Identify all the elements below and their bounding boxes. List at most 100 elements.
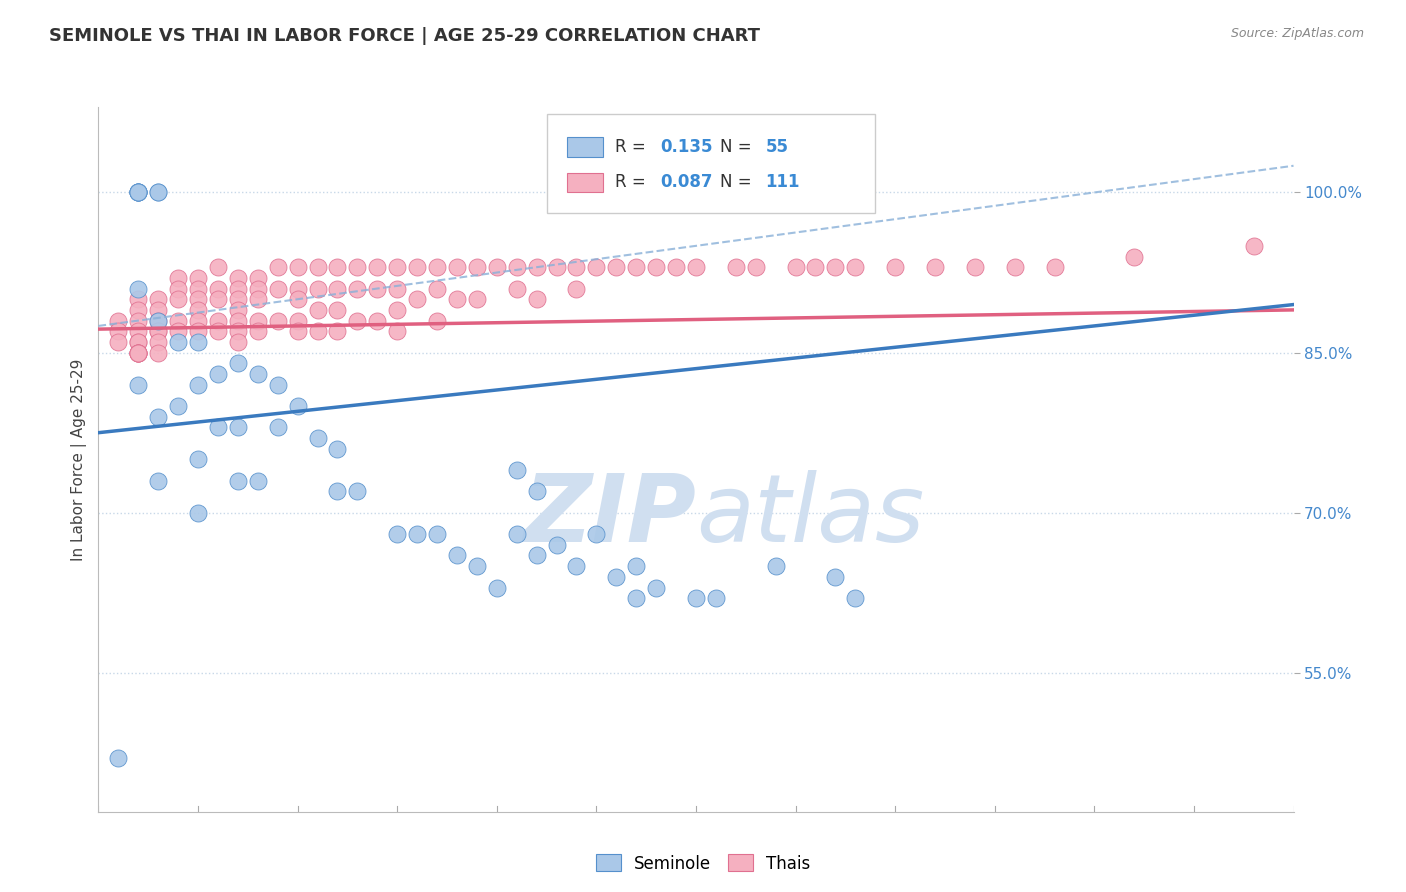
Point bbox=[127, 292, 149, 306]
Point bbox=[187, 281, 209, 295]
Point bbox=[626, 260, 648, 275]
Point bbox=[246, 281, 269, 295]
Point bbox=[385, 527, 409, 541]
Point bbox=[526, 484, 548, 499]
Point bbox=[226, 334, 249, 349]
Point bbox=[167, 313, 190, 327]
Text: R =: R = bbox=[614, 173, 651, 192]
Point bbox=[107, 334, 129, 349]
Point bbox=[167, 399, 190, 413]
Point bbox=[246, 271, 269, 285]
Point bbox=[426, 313, 449, 327]
Point bbox=[148, 313, 170, 327]
Point bbox=[326, 302, 349, 317]
Point bbox=[326, 324, 349, 338]
Point bbox=[167, 324, 190, 338]
Point bbox=[127, 345, 149, 359]
Point bbox=[804, 260, 827, 275]
Point bbox=[824, 260, 846, 275]
Point bbox=[685, 260, 707, 275]
Point bbox=[226, 271, 249, 285]
Point bbox=[226, 313, 249, 327]
Point bbox=[127, 377, 149, 392]
Point bbox=[287, 399, 309, 413]
Point bbox=[127, 334, 149, 349]
Point bbox=[207, 281, 229, 295]
Text: N =: N = bbox=[720, 138, 756, 156]
Point bbox=[148, 324, 170, 338]
Point bbox=[446, 292, 468, 306]
Point bbox=[506, 527, 529, 541]
Point bbox=[605, 260, 627, 275]
Point bbox=[148, 345, 170, 359]
Point bbox=[207, 313, 229, 327]
Y-axis label: In Labor Force | Age 25-29: In Labor Force | Age 25-29 bbox=[72, 359, 87, 560]
Point bbox=[506, 463, 529, 477]
Text: R =: R = bbox=[614, 138, 651, 156]
Point bbox=[1043, 260, 1066, 275]
Point bbox=[187, 452, 209, 467]
Point bbox=[287, 281, 309, 295]
Point bbox=[326, 442, 349, 456]
Point bbox=[307, 324, 329, 338]
Point bbox=[226, 292, 249, 306]
Point bbox=[605, 570, 627, 584]
Point bbox=[127, 186, 149, 200]
Point bbox=[546, 260, 568, 275]
Point bbox=[127, 186, 149, 200]
Point bbox=[465, 559, 488, 574]
Point bbox=[346, 260, 368, 275]
Point bbox=[765, 559, 787, 574]
Point bbox=[385, 281, 409, 295]
Point bbox=[366, 281, 388, 295]
Point bbox=[148, 186, 170, 200]
Text: ZIP: ZIP bbox=[523, 470, 696, 562]
Point bbox=[645, 581, 668, 595]
Point bbox=[326, 281, 349, 295]
Point bbox=[246, 367, 269, 381]
Point bbox=[226, 302, 249, 317]
Point bbox=[226, 356, 249, 370]
Point bbox=[665, 260, 688, 275]
Point bbox=[326, 484, 349, 499]
Point bbox=[127, 313, 149, 327]
Point bbox=[526, 549, 548, 563]
Point bbox=[287, 313, 309, 327]
Point bbox=[426, 281, 449, 295]
Point bbox=[167, 271, 190, 285]
Point bbox=[745, 260, 768, 275]
Point bbox=[148, 334, 170, 349]
Point bbox=[187, 271, 209, 285]
Point bbox=[626, 591, 648, 606]
Point bbox=[267, 313, 290, 327]
Point bbox=[127, 324, 149, 338]
Point bbox=[246, 313, 269, 327]
Point bbox=[207, 260, 229, 275]
Point bbox=[724, 260, 747, 275]
Point bbox=[187, 324, 209, 338]
Point bbox=[565, 559, 588, 574]
Point bbox=[485, 260, 508, 275]
Point bbox=[167, 292, 190, 306]
Point bbox=[127, 345, 149, 359]
Point bbox=[406, 292, 429, 306]
Point bbox=[127, 345, 149, 359]
Text: Source: ZipAtlas.com: Source: ZipAtlas.com bbox=[1230, 27, 1364, 40]
Point bbox=[148, 313, 170, 327]
Point bbox=[207, 367, 229, 381]
Point bbox=[187, 313, 209, 327]
Text: atlas: atlas bbox=[696, 470, 924, 561]
Point bbox=[187, 506, 209, 520]
Point bbox=[107, 751, 129, 765]
Point bbox=[226, 474, 249, 488]
Point bbox=[287, 260, 309, 275]
Point bbox=[963, 260, 986, 275]
Point bbox=[824, 570, 846, 584]
FancyBboxPatch shape bbox=[567, 172, 603, 193]
FancyBboxPatch shape bbox=[567, 137, 603, 157]
Point bbox=[1243, 239, 1265, 253]
Point bbox=[246, 324, 269, 338]
Text: 0.135: 0.135 bbox=[661, 138, 713, 156]
Point bbox=[307, 260, 329, 275]
Point bbox=[267, 377, 290, 392]
